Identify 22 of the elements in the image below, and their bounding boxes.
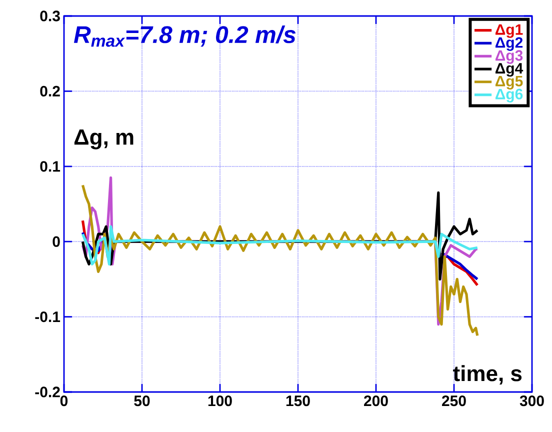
x-tick-label: 0	[60, 396, 68, 406]
legend-label: Δg6	[495, 88, 523, 102]
y-tick-label: -0.1	[35, 311, 60, 322]
legend-label: Δg3	[495, 50, 523, 64]
y-tick-label: 0.3	[40, 10, 60, 22]
chart-title: R$_{max}$=7.8 m; 0.2 m/s	[74, 26, 296, 47]
legend-label: Δg2	[495, 37, 523, 51]
x-tick-label: 50	[134, 396, 150, 406]
x-tick-label: 150	[286, 396, 310, 406]
y-tick-label: 0	[52, 236, 60, 247]
y-tick-label: 0.1	[40, 161, 60, 172]
x-tick-label: 200	[364, 396, 388, 406]
x-tick-label: 300	[520, 396, 544, 406]
y-axis-title: Δg, m	[74, 130, 134, 150]
y-tick-label: 0.2	[40, 86, 60, 97]
legend-label: Δg1	[495, 24, 523, 38]
legend-label: Δg5	[495, 76, 523, 90]
y-tick-label: -0.2	[35, 386, 60, 398]
legend-label: Δg4	[495, 63, 524, 77]
x-tick-label: 250	[442, 396, 466, 406]
x-tick-label: 100	[208, 396, 232, 406]
x-axis-title: time, s	[453, 365, 522, 384]
